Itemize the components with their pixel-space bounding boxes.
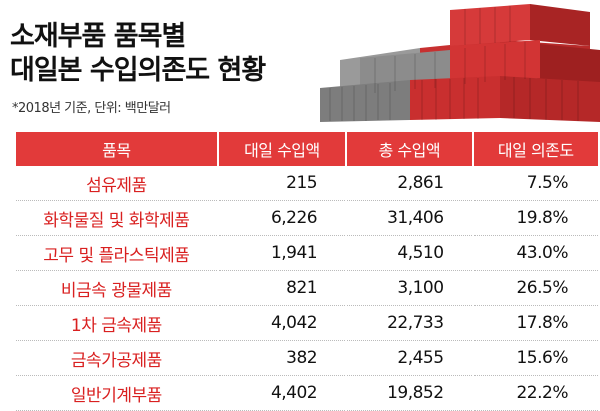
cell-item: 금속가공제품 xyxy=(16,341,217,376)
cell-total-import: 4,510 xyxy=(347,236,472,271)
cell-item: 일반기계부품 xyxy=(16,376,217,411)
cell-dependency: 22.2% xyxy=(473,376,598,411)
shipping-containers-illustration xyxy=(320,4,600,122)
import-dependency-table: 품목 대일 수입액 총 수입액 대일 의존도 섬유제품 215 2,861 7.… xyxy=(14,132,600,411)
cell-dependency: 17.8% xyxy=(473,306,598,341)
cell-dependency: 15.6% xyxy=(473,341,598,376)
cell-dependency: 19.8% xyxy=(473,201,598,236)
cell-dependency: 26.5% xyxy=(473,271,598,306)
cell-japan-import: 4,042 xyxy=(218,306,346,341)
table-row: 섬유제품 215 2,861 7.5% xyxy=(16,166,598,201)
cell-japan-import: 6,226 xyxy=(218,201,346,236)
cell-japan-import: 382 xyxy=(218,341,346,376)
table-row: 금속가공제품 382 2,455 15.6% xyxy=(16,341,598,376)
cell-item: 고무 및 플라스틱제품 xyxy=(16,236,217,271)
table-row: 1차 금속제품 4,042 22,733 17.8% xyxy=(16,306,598,341)
cell-japan-import: 821 xyxy=(218,271,346,306)
cell-total-import: 19,852 xyxy=(347,376,472,411)
page-title: 소재부품 품목별 대일본 수입의존도 현황 xyxy=(10,20,266,88)
cell-total-import: 31,406 xyxy=(347,201,472,236)
cell-total-import: 22,733 xyxy=(347,306,472,341)
header-item: 품목 xyxy=(16,132,217,166)
table-row: 화학물질 및 화학제품 6,226 31,406 19.8% xyxy=(16,201,598,236)
cell-total-import: 2,861 xyxy=(347,166,472,201)
table-row: 일반기계부품 4,402 19,852 22.2% xyxy=(16,376,598,411)
header-total-import: 총 수입액 xyxy=(347,132,472,166)
cell-japan-import: 215 xyxy=(218,166,346,201)
cell-dependency: 43.0% xyxy=(473,236,598,271)
cell-total-import: 2,455 xyxy=(347,341,472,376)
unit-note: *2018년 기준, 단위: 백만달러 xyxy=(12,101,171,116)
title-line-1: 소재부품 품목별 xyxy=(10,21,186,52)
table-header-row: 품목 대일 수입액 총 수입액 대일 의존도 xyxy=(16,132,598,166)
header-dependency: 대일 의존도 xyxy=(473,132,598,166)
cell-japan-import: 1,941 xyxy=(218,236,346,271)
title-line-2: 대일본 수입의존도 현황 xyxy=(10,55,266,86)
cell-item: 섬유제품 xyxy=(16,166,217,201)
cell-total-import: 3,100 xyxy=(347,271,472,306)
cell-item: 1차 금속제품 xyxy=(16,306,217,341)
table-row: 비금속 광물제품 821 3,100 26.5% xyxy=(16,271,598,306)
table-row: 고무 및 플라스틱제품 1,941 4,510 43.0% xyxy=(16,236,598,271)
cell-item: 화학물질 및 화학제품 xyxy=(16,201,217,236)
cell-dependency: 7.5% xyxy=(473,166,598,201)
cell-japan-import: 4,402 xyxy=(218,376,346,411)
cell-item: 비금속 광물제품 xyxy=(16,271,217,306)
container-stack-front xyxy=(320,76,600,122)
header-japan-import: 대일 수입액 xyxy=(218,132,346,166)
